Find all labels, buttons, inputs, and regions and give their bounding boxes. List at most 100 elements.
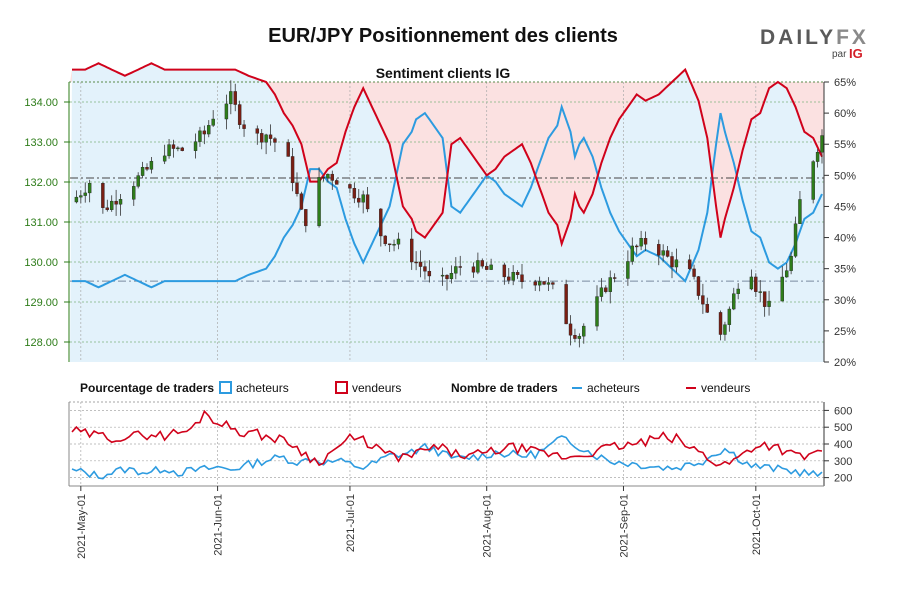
- candle-body: [74, 196, 79, 203]
- candle-body: [140, 167, 145, 176]
- candle-body: [551, 282, 555, 285]
- buyers-fill-region: [70, 63, 824, 363]
- candle-body: [723, 324, 727, 335]
- candle-body: [357, 197, 361, 203]
- candle-body: [793, 223, 798, 257]
- count-tick-label: 600: [834, 405, 852, 417]
- candle-body: [507, 276, 511, 281]
- candle-body: [176, 147, 180, 150]
- candle-body: [727, 308, 732, 325]
- candle-body: [458, 266, 462, 268]
- candle-body: [762, 291, 767, 307]
- legend-pct-buyers: acheteurs: [236, 381, 289, 395]
- candle-body: [87, 183, 92, 194]
- price-tick-label: 133.00: [24, 137, 58, 149]
- candle-body: [485, 265, 489, 270]
- legend-count-sellers: vendeurs: [701, 381, 750, 395]
- candle-body: [502, 264, 507, 278]
- candle-body: [749, 276, 754, 290]
- candle-body: [224, 103, 229, 120]
- candle-body: [418, 261, 423, 267]
- candle-body: [110, 200, 114, 210]
- candle-body: [348, 184, 352, 189]
- candle-body: [780, 276, 784, 302]
- candle-body: [595, 296, 599, 327]
- candle-body: [330, 173, 334, 181]
- candle-body: [198, 130, 202, 142]
- count-tick-label: 400: [834, 439, 852, 451]
- candle-body: [599, 287, 604, 297]
- logo-daily: DAILY: [760, 26, 836, 49]
- candle-body: [820, 135, 824, 153]
- candle-body: [449, 273, 454, 280]
- candle-body: [233, 91, 237, 105]
- candle-body: [480, 260, 484, 267]
- candle-body: [665, 250, 670, 257]
- page-title: EUR/JPY Positionnement des clients: [268, 25, 618, 47]
- candle-body: [237, 104, 242, 125]
- candle-body: [767, 300, 771, 307]
- pct-tick-label: 35%: [834, 264, 856, 276]
- candle-body: [414, 261, 418, 264]
- date-tick-label: 2021-Jul-01: [345, 494, 357, 552]
- price-tick-label: 129.00: [24, 297, 58, 309]
- candle-body: [582, 325, 586, 337]
- legend-pct-sellers-swatch: [335, 381, 348, 394]
- candle-body: [758, 291, 762, 293]
- dailyfx-logo: DAILYFX par IG: [760, 26, 869, 61]
- candle-body: [564, 284, 568, 325]
- price-tick-label: 128.00: [24, 337, 58, 349]
- candle-body: [273, 138, 277, 143]
- candle-body: [260, 133, 264, 143]
- candle-body: [476, 260, 480, 273]
- candle-body: [692, 268, 696, 277]
- candle-body: [317, 177, 321, 227]
- candle-body: [132, 186, 136, 200]
- candle-body: [542, 281, 546, 285]
- pct-tick-label: 50%: [834, 170, 856, 182]
- candle-body: [145, 167, 149, 170]
- candle-body: [207, 125, 211, 135]
- candle-body: [515, 272, 520, 275]
- logo-par: par: [832, 49, 847, 60]
- legend-pct-buyers-swatch: [219, 381, 232, 394]
- candle-body: [454, 266, 458, 274]
- candle-body: [635, 245, 639, 248]
- logo-fx: FX: [836, 26, 869, 49]
- legend-count-buyers: acheteurs: [587, 381, 640, 395]
- candle-body: [427, 270, 432, 277]
- count-tick-label: 300: [834, 456, 852, 468]
- candle-body: [674, 259, 679, 268]
- candle-body: [440, 274, 445, 277]
- candle-body: [732, 293, 736, 310]
- date-axis: 2021-May-01 2021-Jun-01 2021-Jul-01 2021-Au…: [76, 486, 763, 559]
- sellers-fill-region: [70, 63, 824, 244]
- candle-body: [286, 142, 290, 157]
- candle-body: [304, 209, 308, 227]
- date-tick-label: 2021-Oct-01: [751, 494, 763, 555]
- date-tick-label: 2021-Jun-01: [213, 494, 225, 556]
- candle-body: [785, 270, 789, 278]
- candle-body: [180, 147, 184, 151]
- candle-body: [630, 245, 634, 262]
- candle-body: [643, 238, 648, 245]
- candle-body: [352, 188, 357, 199]
- date-tick-label: 2021-May-01: [76, 494, 88, 559]
- sellers-percent-line: [72, 62, 823, 248]
- candle-body: [167, 144, 171, 157]
- candle-body: [321, 177, 326, 179]
- candle-body: [255, 128, 259, 134]
- candle-body: [299, 193, 304, 210]
- candle-body: [471, 266, 476, 273]
- candle-body: [511, 272, 515, 281]
- candle-body: [701, 295, 705, 305]
- candle-body: [489, 264, 493, 270]
- pct-tick-label: 20%: [834, 357, 856, 369]
- price-tick-label: 131.00: [24, 217, 58, 229]
- chart-subtitle: Sentiment clients IG: [376, 65, 511, 81]
- candle-body: [79, 195, 83, 198]
- candle-body: [211, 118, 215, 126]
- sellers-count-line: [71, 409, 823, 467]
- candle-body: [577, 335, 582, 339]
- candle-body: [171, 144, 176, 149]
